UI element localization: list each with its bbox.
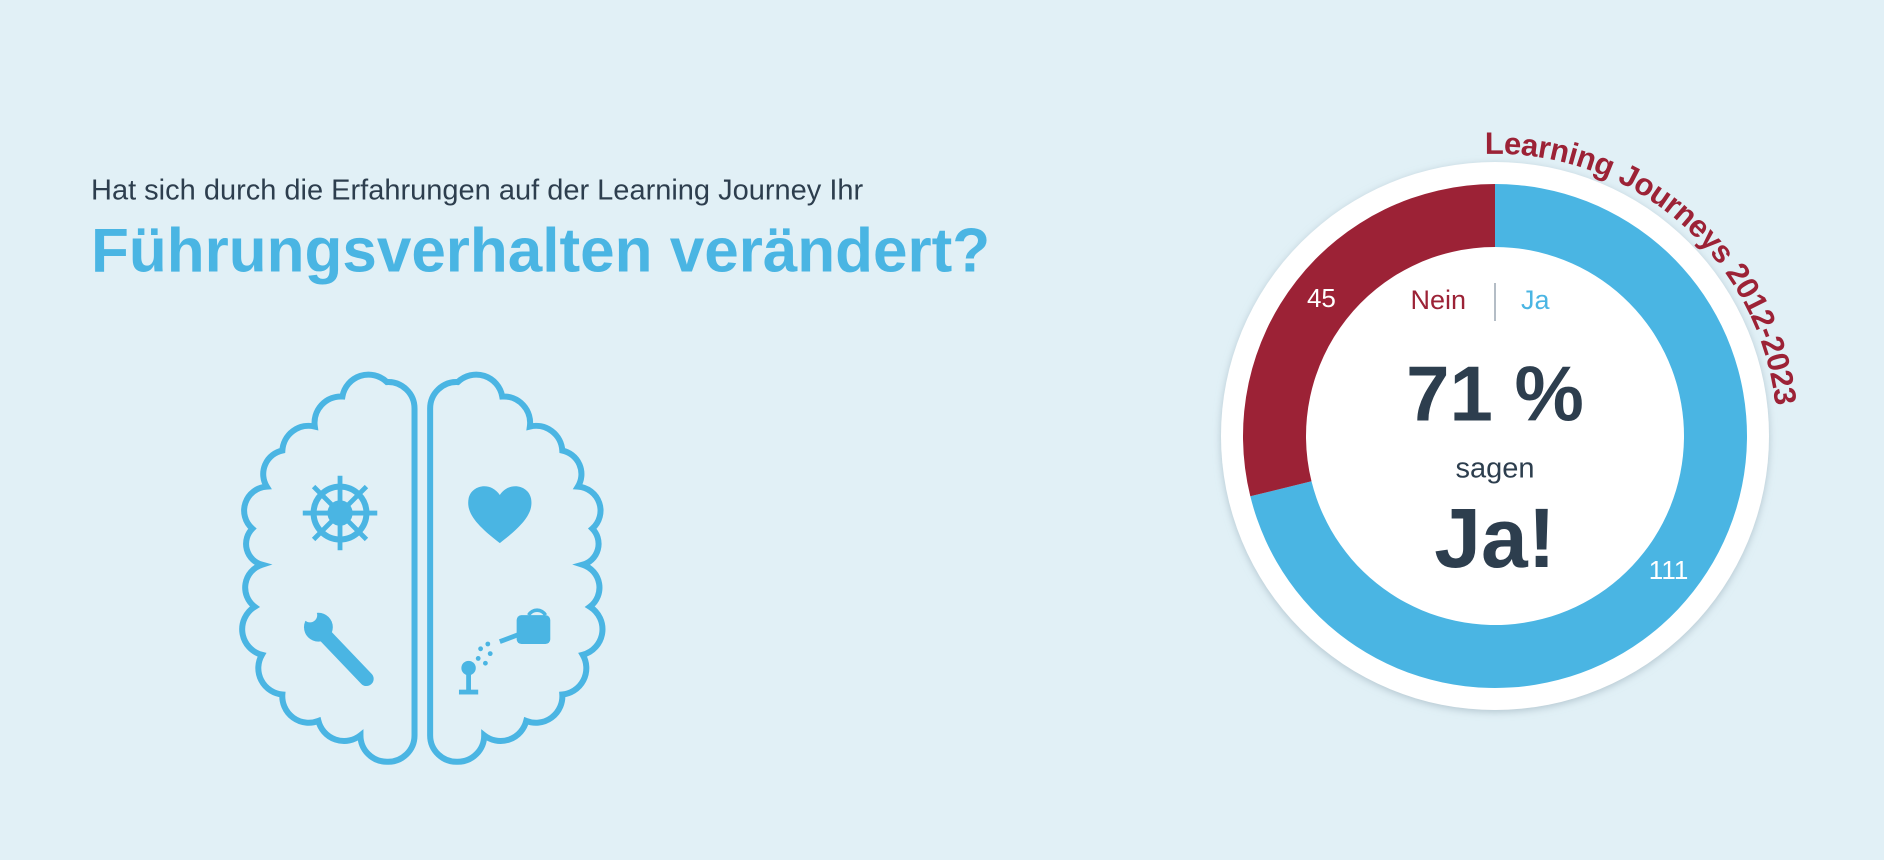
- value-label: 45: [1307, 283, 1336, 313]
- center-text: sagen: [1455, 453, 1534, 485]
- center-value: 71 %: [1406, 350, 1584, 438]
- legend-label: Ja: [1521, 285, 1551, 315]
- value-label: 111: [1649, 555, 1689, 585]
- title: Führungsverhalten verändert?: [91, 216, 990, 285]
- question: Hat sich durch die Erfahrungen auf der L…: [91, 175, 864, 207]
- donut-segment: [1242, 184, 1495, 497]
- center-answer: Ja!: [1434, 491, 1555, 585]
- brain-icon: [239, 375, 602, 762]
- legend-label: Nein: [1410, 285, 1466, 315]
